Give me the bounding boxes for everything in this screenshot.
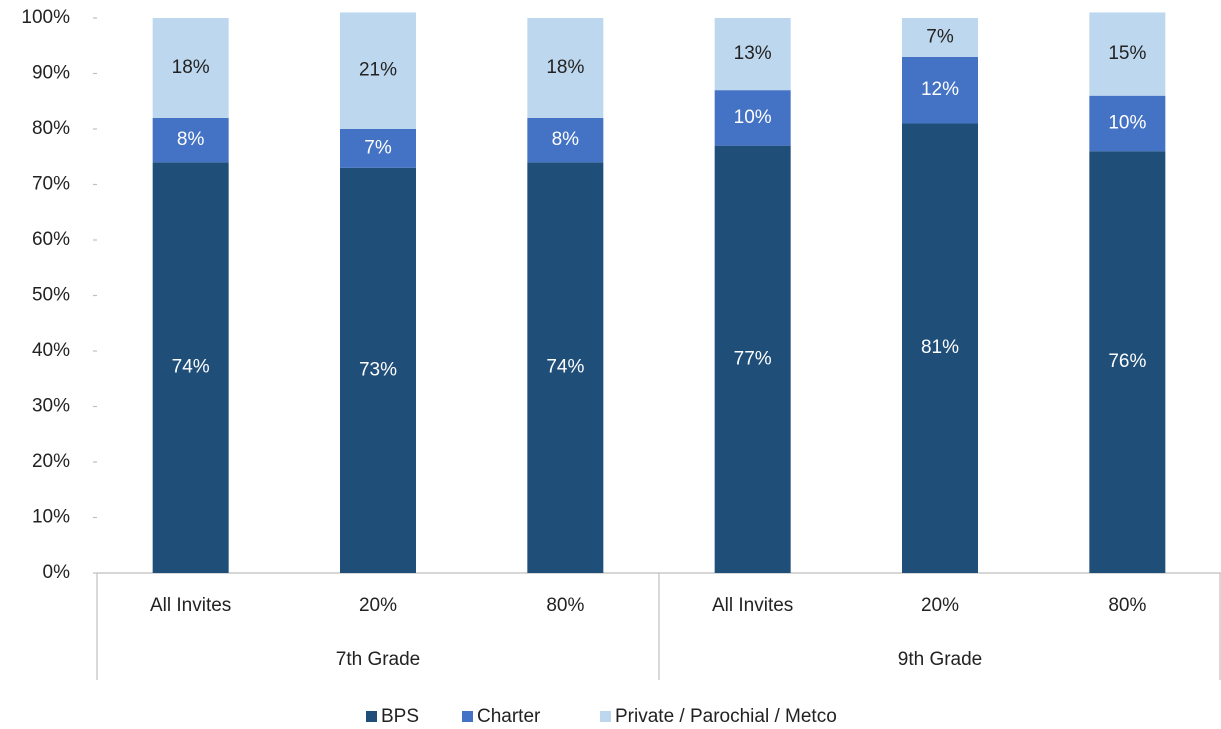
data-label: 10% <box>1108 112 1146 133</box>
legend-label: Private / Parochial / Metco <box>615 706 837 727</box>
data-label: 21% <box>359 60 397 81</box>
bar-segment <box>1089 12 1166 96</box>
y-tick-label: 70% <box>32 174 70 195</box>
bar-segment <box>152 117 229 163</box>
data-label: 12% <box>921 79 959 100</box>
x-tick-label: 80% <box>546 595 584 616</box>
data-label: 13% <box>734 43 772 64</box>
bar-segment <box>340 129 416 168</box>
data-label: 7% <box>364 137 392 158</box>
y-tick-label: 60% <box>32 229 70 250</box>
y-tick-label: 100% <box>21 7 70 28</box>
group-label: 9th Grade <box>898 649 983 670</box>
y-tick-label: 40% <box>32 340 70 361</box>
bar-segment <box>527 18 604 118</box>
data-label: 7% <box>926 26 954 47</box>
data-label: 76% <box>1108 351 1146 372</box>
data-label: 74% <box>172 357 210 378</box>
legend-label: Charter <box>477 706 541 727</box>
legend-swatch <box>366 711 377 722</box>
bar-segment <box>902 18 978 57</box>
y-tick-label: 50% <box>32 285 70 306</box>
group-label: 7th Grade <box>336 649 421 670</box>
bar-segment <box>527 117 604 163</box>
bar-segment <box>714 145 791 573</box>
data-label: 73% <box>359 359 397 380</box>
x-tick-label: 20% <box>921 595 959 616</box>
legend-label: BPS <box>381 706 419 727</box>
y-tick-label: 0% <box>43 562 71 583</box>
x-tick-label: All Invites <box>712 595 793 616</box>
bar-segment <box>340 167 416 573</box>
data-label: 8% <box>177 129 205 150</box>
bar-segment <box>902 56 978 124</box>
y-tick-label: 20% <box>32 451 70 472</box>
data-label: 10% <box>734 107 772 128</box>
legend-swatch <box>462 711 473 722</box>
data-label: 18% <box>172 57 210 78</box>
bar-segment <box>152 162 229 574</box>
bar-segment <box>714 90 791 146</box>
bar-segment <box>1089 95 1166 152</box>
data-label: 77% <box>734 348 772 369</box>
x-tick-label: 20% <box>359 595 397 616</box>
bar-segment <box>902 123 978 573</box>
data-label: 74% <box>546 357 584 378</box>
y-tick-label: 90% <box>32 63 70 84</box>
bar-segment <box>340 12 416 130</box>
x-tick-label: All Invites <box>150 595 231 616</box>
y-tick-label: 10% <box>32 507 70 528</box>
legend-swatch <box>600 711 611 722</box>
bar-segment <box>152 18 229 118</box>
data-label: 15% <box>1108 43 1146 64</box>
bar-segment <box>1089 151 1166 573</box>
x-tick-label: 80% <box>1108 595 1146 616</box>
y-tick-label: 80% <box>32 118 70 139</box>
bar-segment <box>714 18 791 91</box>
bar-segment <box>527 162 604 574</box>
data-label: 8% <box>552 129 580 150</box>
data-label: 18% <box>546 57 584 78</box>
data-label: 81% <box>921 337 959 358</box>
y-tick-label: 30% <box>32 396 70 417</box>
